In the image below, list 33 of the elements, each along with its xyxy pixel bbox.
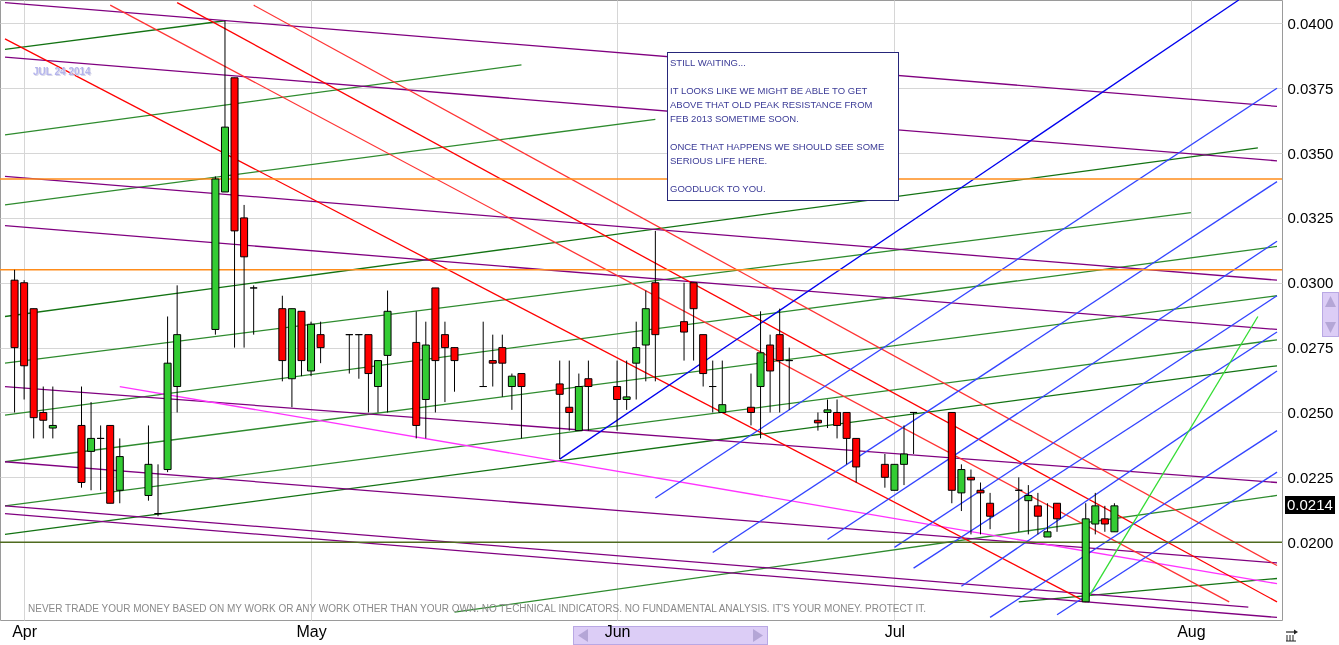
y-tick-label: 0.0350 [1287,144,1334,162]
candlestick [613,360,622,432]
candlestick [986,492,995,530]
candlestick [1033,492,1042,535]
x-tick-label: May [296,622,327,640]
candlestick [632,321,641,400]
candlestick [1024,484,1033,535]
candlestick [718,360,727,413]
text: JUL 24 2014 [33,66,91,77]
y-tick-label: 0.0375 [1287,79,1334,97]
candlestick [48,386,57,439]
y-tick-label: 0.0225 [1287,468,1334,486]
y-tick-label: 0.0400 [1287,14,1334,32]
candlestick [976,482,985,535]
x-tick-label: Jun [604,622,631,640]
y-tick-label: 0.0250 [1287,403,1334,421]
x-tick-label: Jul [884,622,906,640]
candlestick [746,373,755,426]
candlestick [1053,502,1062,533]
candlestick [680,282,689,362]
text: 0.0214 [1285,496,1335,514]
x-tick-label: Aug [1177,622,1206,640]
candlestick [622,360,631,411]
candlestick [249,284,258,336]
note-box: STILL WAITING... IT LOOKS LIKE WE MIGHT BE ABLE TO GET ABOVE THAT OLD PEAK RESISTANCE FROM FEB 2013 SOMETIME SOON. ONCE THAT HAPPENS WE SHOULD SEE SOME SERIOUS LIFE HERE. GOODLUCK TO YOU. [667,52,899,201]
candlestick [565,360,574,432]
y-tick-label: 0.0325 [1287,209,1334,227]
candlestick [1043,502,1052,538]
y-tick-label: 0.0200 [1287,533,1334,551]
candlestick [555,360,564,460]
y-tick-label: 0.0300 [1287,274,1334,292]
y-tick-label: 0.0275 [1287,339,1334,357]
x-tick-label: Apr [12,622,38,640]
